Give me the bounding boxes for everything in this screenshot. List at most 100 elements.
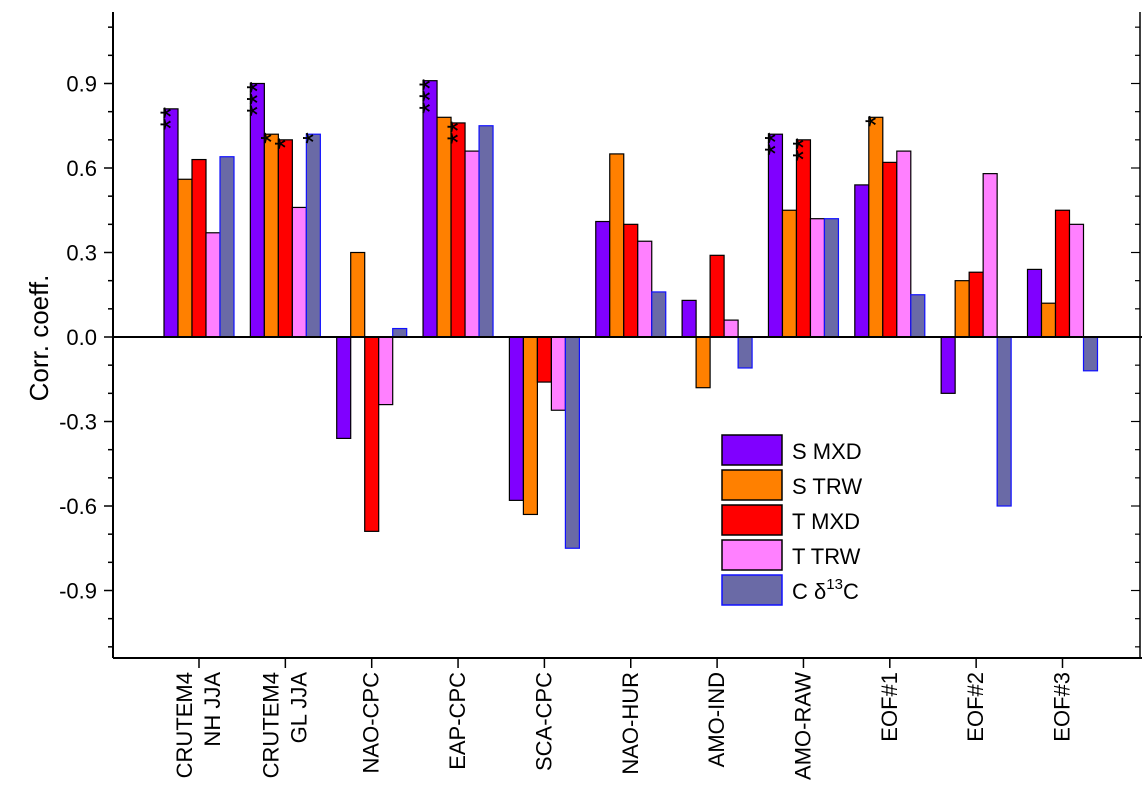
significance-stars: ***: [414, 78, 447, 113]
category-label: AMO-RAW: [790, 672, 815, 780]
bar-t-mxd-9: [968, 271, 984, 338]
category-label-line: NH JJA: [200, 672, 225, 747]
bar-c-13c-8: [910, 294, 926, 338]
legend-item: S MXD: [721, 434, 862, 466]
category-label: CRUTEM4 NH JJA: [172, 672, 225, 779]
category-label: EOF#1: [877, 672, 902, 742]
bar-s-trw-5: [609, 153, 625, 338]
legend-label: S TRW: [792, 474, 862, 499]
significance-stars: *: [860, 115, 893, 127]
significance-stars: **: [442, 121, 475, 145]
bar-t-mxd-1: [277, 139, 293, 338]
bar-t-mxd-7: [795, 139, 812, 338]
bar-t-mxd-4: [536, 336, 553, 383]
significance-stars: *: [269, 138, 302, 150]
bar-s-trw-9: [954, 280, 970, 338]
y-tick-label: -0.9: [59, 579, 97, 604]
bar-s-mxd-8: [854, 184, 870, 338]
category-label: SCA-CPC: [531, 672, 556, 771]
category-label-line: CRUTEM4: [172, 672, 197, 778]
bar-t-trw-9: [982, 173, 998, 338]
category-label: CRUTEM4 GL JJA: [258, 672, 311, 779]
category-label: EOF#2: [963, 672, 988, 742]
bar-t-trw-8: [896, 150, 912, 338]
bar-c-13c-5: [651, 291, 667, 338]
category-label-line: AMO-RAW: [790, 672, 815, 780]
bar-s-mxd-4: [508, 336, 524, 501]
bar-t-trw-10: [1068, 223, 1085, 338]
bar-t-mxd-5: [623, 223, 639, 338]
category-label-line: NAO-HUR: [618, 672, 643, 775]
category-label-line: SCA-CPC: [531, 672, 556, 771]
bar-t-trw-4: [550, 336, 567, 411]
significance-stars: *: [255, 132, 288, 144]
legend-label: T MXD: [792, 509, 860, 534]
bar-t-mxd-3: [450, 122, 466, 338]
bar-c-13c-10: [1082, 336, 1099, 372]
legend-item: C δ13C: [721, 574, 859, 606]
bar-s-trw-0: [177, 178, 193, 338]
bar-s-mxd-1: [249, 82, 265, 338]
category-label: NAO-HUR: [618, 672, 643, 775]
significance-stars: **: [759, 132, 792, 156]
bar-t-trw-0: [205, 232, 221, 338]
legend-label: C δ13C: [792, 576, 859, 604]
legend-swatch: [721, 539, 783, 571]
y-tick-label: 0.3: [66, 240, 97, 265]
legend-swatch: [721, 504, 783, 536]
bar-s-trw-10: [1040, 302, 1057, 338]
bar-s-trw-3: [436, 116, 452, 338]
bar-s-trw-4: [522, 336, 539, 516]
significance-stars: **: [155, 107, 188, 131]
category-label-line: NAO-CPC: [359, 672, 384, 774]
bar-c-13c-1: [305, 133, 321, 338]
y-axis-title: Corr. coeff.: [24, 275, 54, 402]
bar-t-trw-3: [464, 150, 480, 338]
bar-t-mxd-10: [1054, 209, 1071, 338]
bar-t-mxd-0: [191, 158, 207, 338]
bar-s-mxd-0: [163, 108, 179, 338]
category-label: EOF#3: [1050, 672, 1075, 742]
category-label-line: AMO-IND: [704, 672, 729, 767]
bar-t-mxd-6: [709, 254, 725, 338]
category-label-line: EOF#2: [963, 672, 988, 742]
legend-item: S TRW: [721, 469, 862, 501]
legend-item: T TRW: [721, 539, 861, 571]
bar-s-trw-8: [868, 116, 884, 338]
category-label: EAP-CPC: [445, 672, 470, 770]
bar-s-mxd-3: [422, 80, 438, 338]
y-tick-label: -0.3: [59, 410, 97, 435]
significance-stars: *: [297, 132, 330, 144]
bar-t-trw-6: [723, 319, 739, 338]
bar-c-13c-0: [219, 156, 235, 338]
bar-c-13c-4: [564, 336, 581, 549]
bar-t-trw-2: [378, 336, 394, 406]
legend-swatch: [721, 434, 783, 466]
bar-c-13c-6: [737, 336, 753, 369]
y-tick-label: 0.0: [66, 325, 97, 350]
legend-swatch: [721, 574, 783, 606]
legend-swatch: [721, 469, 783, 501]
legend-item: T MXD: [721, 504, 860, 536]
bar-t-mxd-2: [364, 336, 380, 532]
category-label-line: CRUTEM4: [258, 672, 283, 778]
category-label-line: GL JJA: [286, 672, 311, 744]
bar-c-13c-2: [392, 327, 408, 338]
bar-s-mxd-5: [595, 220, 611, 338]
legend-label: S MXD: [792, 439, 862, 464]
bar-s-mxd-10: [1026, 268, 1043, 338]
bar-t-trw-5: [637, 240, 653, 338]
bar-c-13c-7: [823, 218, 840, 338]
bar-t-mxd-8: [882, 161, 898, 338]
bar-s-trw-7: [781, 209, 798, 338]
category-label-line: EAP-CPC: [445, 672, 470, 770]
y-tick-label: 0.9: [66, 71, 97, 96]
significance-stars: ***: [241, 81, 274, 116]
y-tick-label: -0.6: [59, 494, 97, 519]
bar-s-trw-2: [350, 251, 366, 338]
legend-label: T TRW: [792, 544, 861, 569]
category-label-line: EOF#3: [1050, 672, 1075, 742]
bar-s-trw-1: [263, 133, 279, 338]
